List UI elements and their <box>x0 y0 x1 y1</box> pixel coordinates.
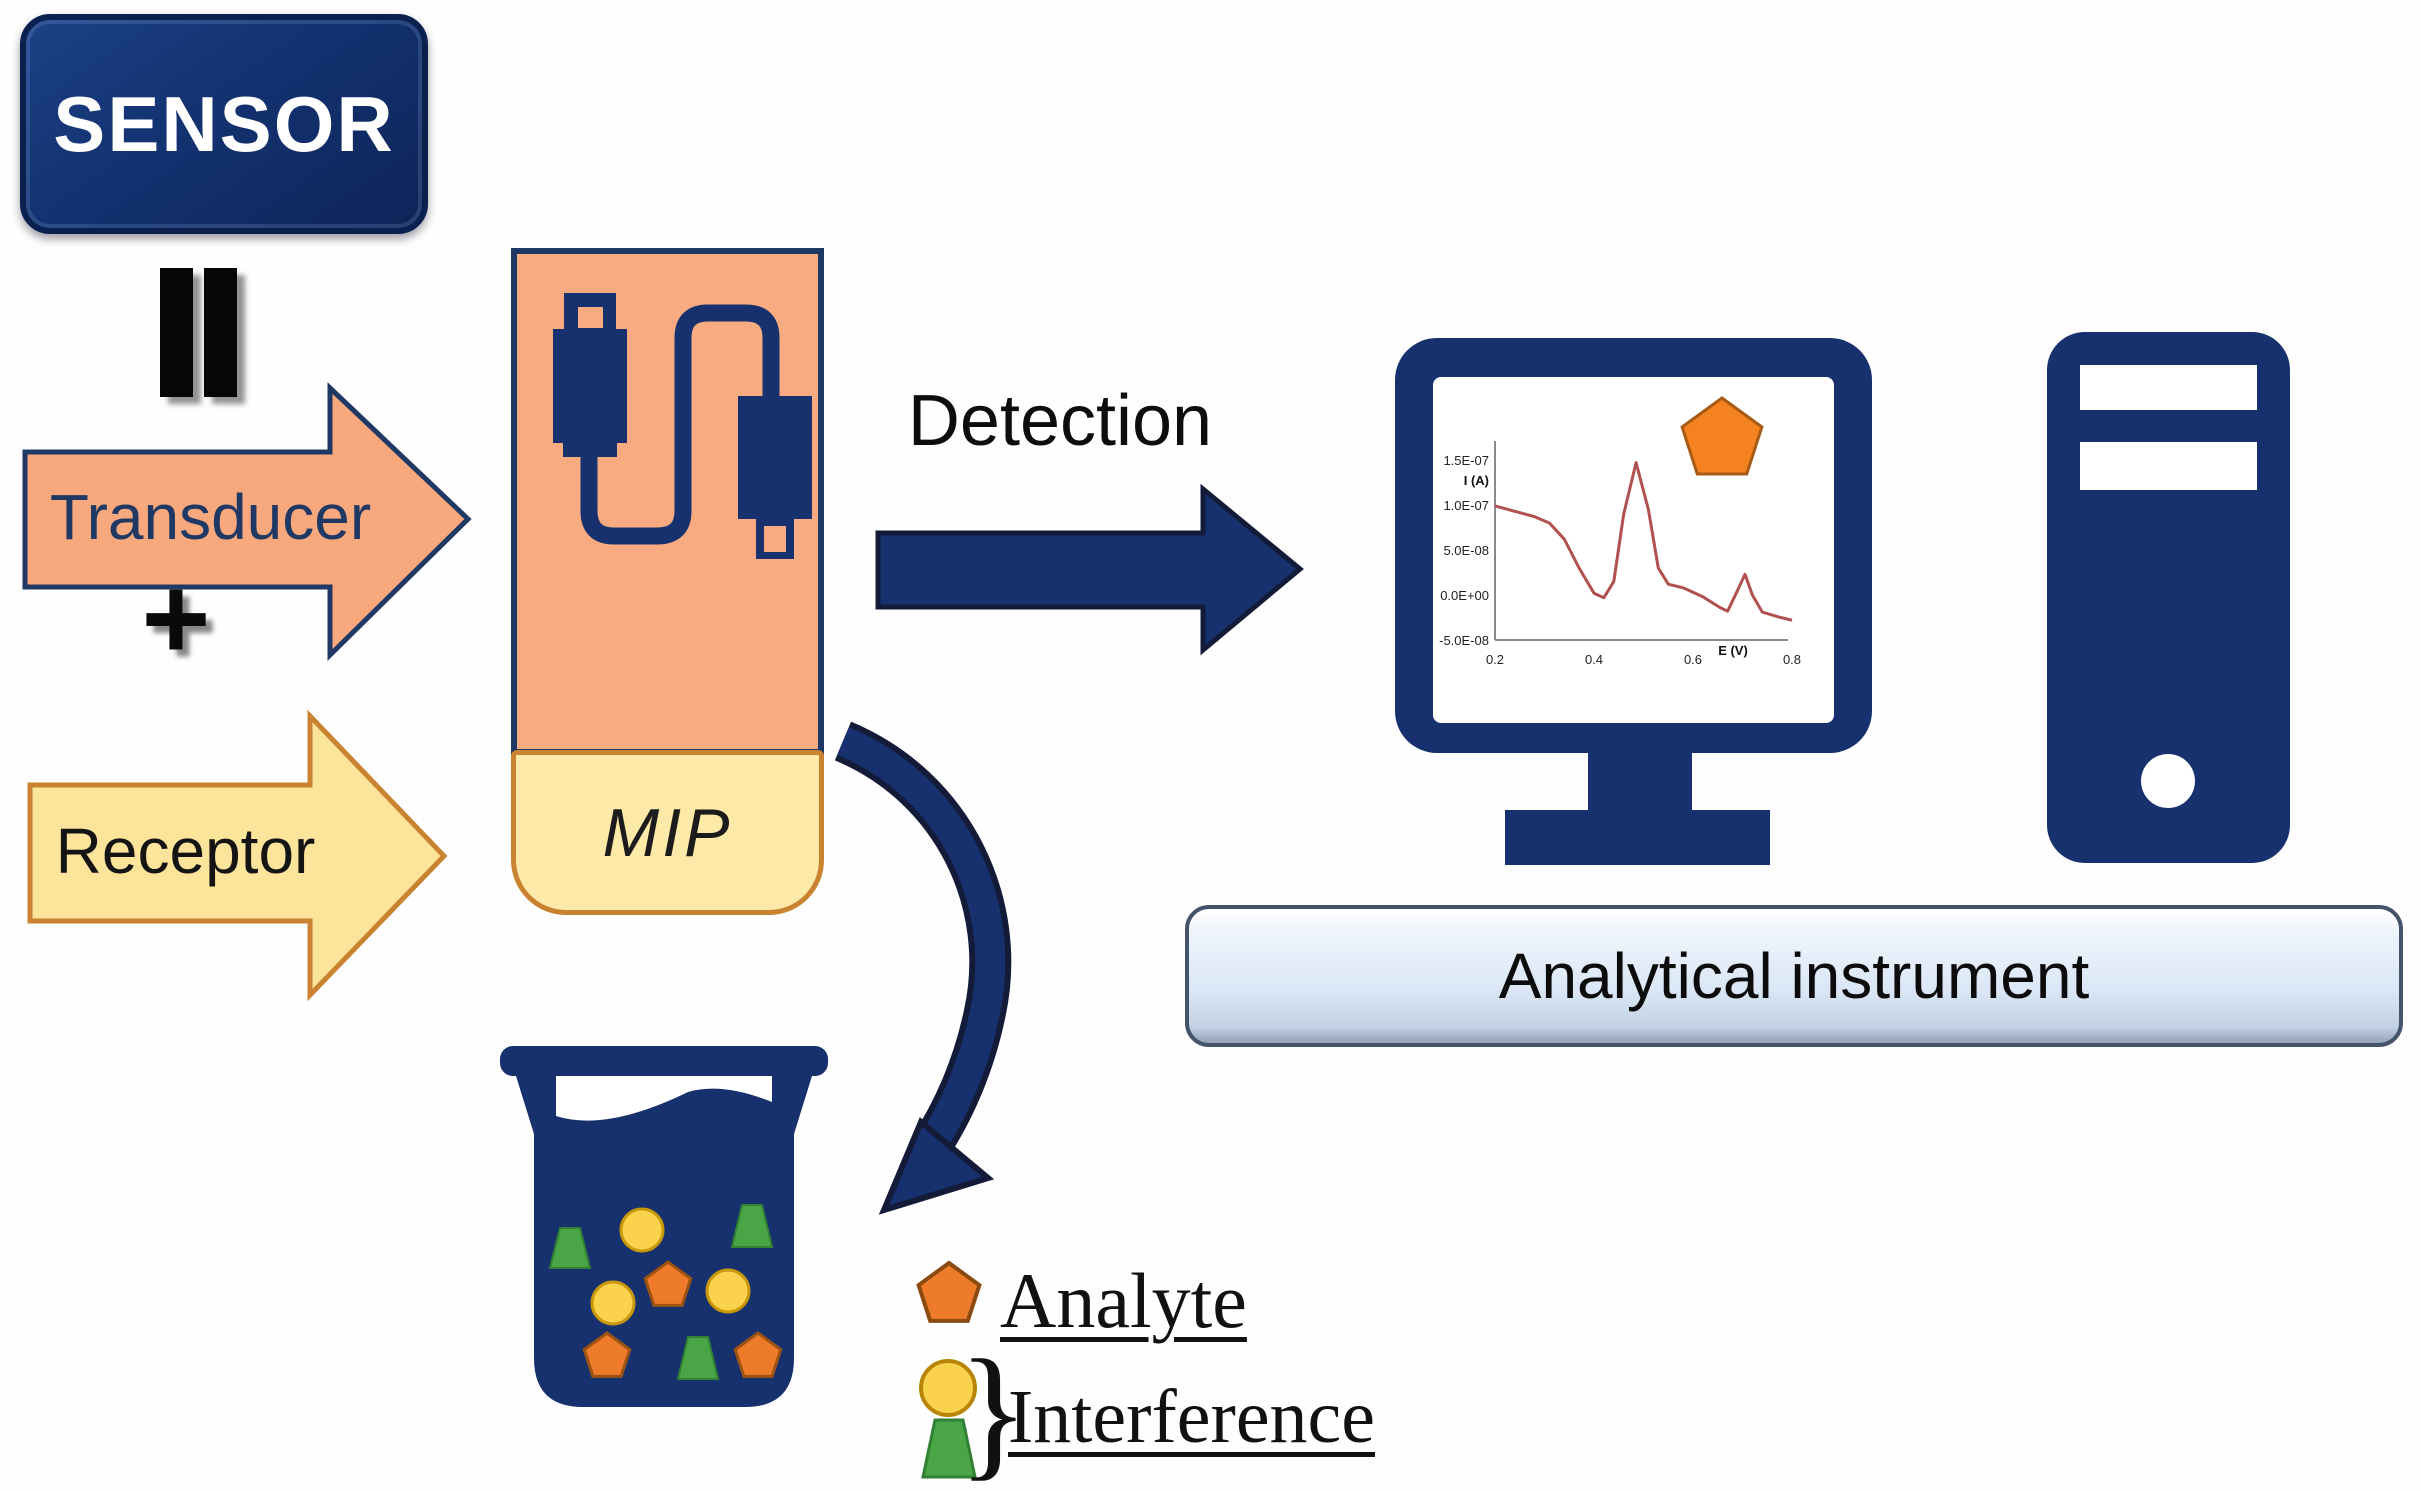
chart-tick-label: 0.2 <box>1486 652 1504 667</box>
detection-label: Detection <box>907 381 1213 461</box>
yellow-circle <box>590 1280 636 1326</box>
screen-analyte-pentagon <box>1680 396 1764 476</box>
voltammogram-chart: 1.5E-07 1.0E-07 5.0E-08 0.0E+00 -5.0E-08 0.2 0… <box>1439 396 1801 667</box>
chart-tick-label: 0.8 <box>1783 652 1801 667</box>
voltammogram-curve <box>1494 461 1793 622</box>
usb-cable-icon <box>553 293 812 559</box>
chart-tick-label: 1.5E-07 <box>1443 453 1489 468</box>
chart-tick-label: 0.6 <box>1684 652 1702 667</box>
legend-analyte-pentagon-icon <box>916 1260 982 1323</box>
chart-tick-label: 5.0E-08 <box>1443 543 1489 558</box>
tower-drive-slot <box>2080 365 2257 410</box>
green-triangle <box>730 1204 774 1248</box>
orange-pentagon <box>733 1331 783 1378</box>
liquid-surface <box>556 1076 772 1121</box>
green-triangle <box>676 1336 720 1380</box>
tower-power-button <box>2141 754 2195 808</box>
equals-bars-icon <box>160 268 193 397</box>
orange-pentagon <box>582 1331 632 1378</box>
computer-tower-icon <box>2047 332 2290 863</box>
analytical-instrument-label: Analytical instrument <box>1498 940 2090 1012</box>
legend-analyte-label: Analyte <box>1000 1257 1247 1344</box>
monitor-screen: 1.5E-07 1.0E-07 5.0E-08 0.0E+00 -5.0E-08 0.2 0… <box>1433 377 1834 723</box>
chart-tick-label: I (A) <box>1464 473 1489 488</box>
monitor-stand-base <box>1505 810 1770 865</box>
sensor-badge: SENSOR <box>20 14 428 234</box>
tower-drive-slot <box>2080 442 2257 490</box>
mip-sensor-body <box>511 248 824 755</box>
green-triangle <box>548 1227 592 1269</box>
chart-tick-label: 1.0E-07 <box>1443 498 1489 513</box>
chart-tick-label: E (V) <box>1718 643 1748 658</box>
monitor-stand-neck <box>1588 753 1692 810</box>
legend-brace: } <box>958 1330 1030 1491</box>
legend-interference-label: Interference <box>1008 1375 1376 1459</box>
transducer-label: Transducer <box>49 481 372 553</box>
orange-pentagon <box>643 1260 693 1307</box>
sensor-label: SENSOR <box>53 79 395 168</box>
chart-tick-label: -5.0E-08 <box>1439 633 1489 648</box>
equals-bars-icon <box>204 268 237 397</box>
chart-tick-label: 0.4 <box>1585 652 1603 667</box>
yellow-circle <box>619 1207 665 1253</box>
receptor-label: Receptor <box>55 815 316 887</box>
mip-layer: MIP <box>511 750 824 915</box>
curved-arrow <box>834 721 1012 1215</box>
plus-sign: + <box>141 553 211 685</box>
chart-tick-label: 0.0E+00 <box>1440 588 1489 603</box>
yellow-circle <box>705 1268 751 1314</box>
mip-label: MIP <box>602 794 733 871</box>
beaker-icon <box>500 1046 828 1407</box>
detection-arrow <box>875 483 1304 656</box>
analytical-instrument-bar: Analytical instrument <box>1185 905 2403 1047</box>
